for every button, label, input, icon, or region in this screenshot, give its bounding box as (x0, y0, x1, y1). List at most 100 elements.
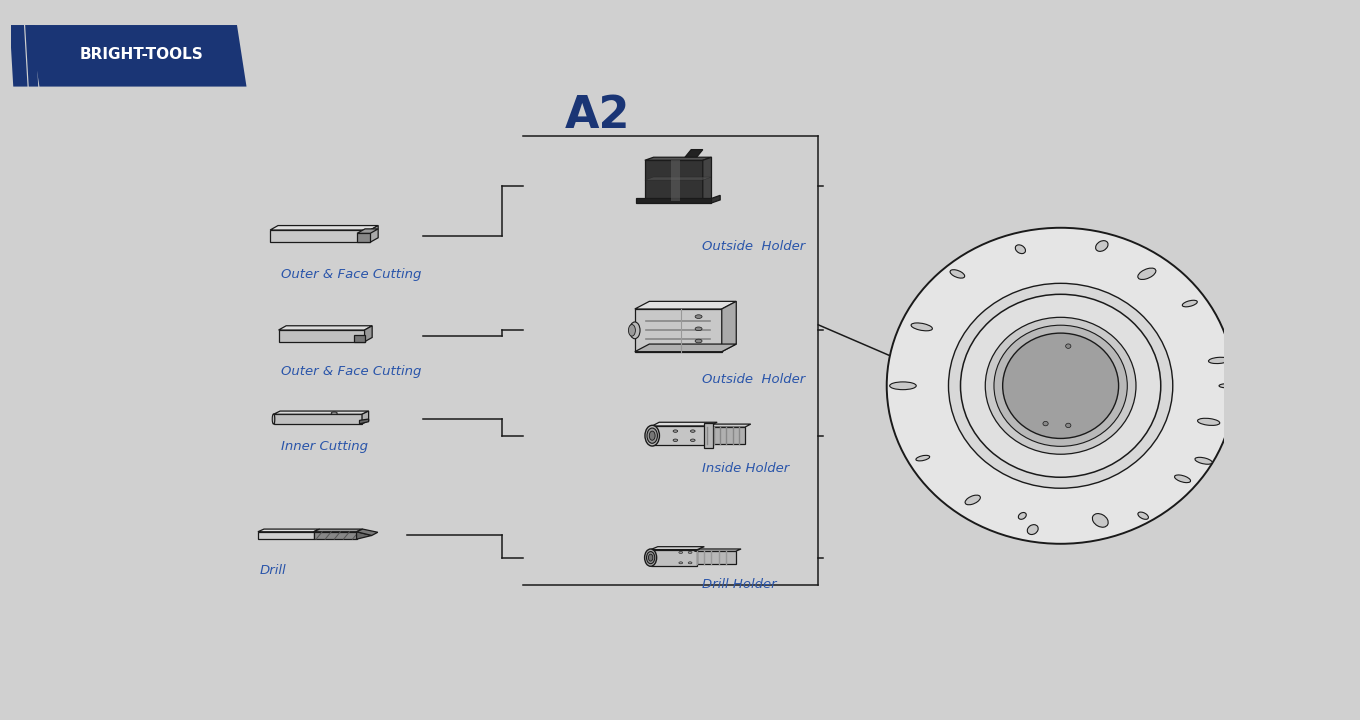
Polygon shape (695, 552, 736, 564)
Ellipse shape (673, 430, 677, 432)
Ellipse shape (889, 382, 917, 390)
Polygon shape (704, 427, 745, 444)
Ellipse shape (1198, 418, 1220, 426)
Polygon shape (650, 549, 698, 566)
Ellipse shape (688, 562, 692, 564)
Ellipse shape (1096, 240, 1108, 251)
Polygon shape (273, 414, 362, 424)
Polygon shape (30, 25, 246, 86)
Ellipse shape (985, 318, 1136, 454)
Ellipse shape (688, 552, 692, 554)
Ellipse shape (966, 495, 981, 505)
Ellipse shape (1138, 512, 1148, 519)
Polygon shape (683, 150, 703, 161)
Polygon shape (24, 25, 38, 86)
Ellipse shape (1209, 357, 1229, 364)
Ellipse shape (1195, 457, 1212, 464)
Ellipse shape (628, 325, 635, 336)
Ellipse shape (1175, 475, 1190, 482)
Polygon shape (356, 532, 371, 539)
Ellipse shape (994, 325, 1127, 446)
Polygon shape (314, 529, 363, 532)
Polygon shape (364, 325, 373, 342)
Polygon shape (653, 422, 717, 426)
Ellipse shape (948, 284, 1172, 488)
Ellipse shape (1027, 525, 1038, 534)
Ellipse shape (1016, 245, 1025, 253)
Polygon shape (273, 411, 369, 414)
Ellipse shape (1219, 384, 1232, 387)
Polygon shape (645, 161, 703, 202)
Ellipse shape (645, 549, 657, 567)
Ellipse shape (679, 552, 683, 554)
Text: Inside Holder: Inside Holder (702, 462, 790, 474)
Ellipse shape (646, 552, 654, 564)
Polygon shape (650, 546, 704, 549)
Ellipse shape (695, 315, 702, 318)
Ellipse shape (887, 228, 1235, 544)
Ellipse shape (1043, 421, 1049, 426)
Ellipse shape (645, 426, 660, 446)
Ellipse shape (1182, 300, 1197, 307)
Ellipse shape (911, 323, 933, 330)
Ellipse shape (1138, 268, 1156, 279)
Ellipse shape (332, 412, 337, 415)
Ellipse shape (630, 322, 641, 338)
Polygon shape (635, 302, 736, 309)
Polygon shape (645, 177, 711, 180)
Ellipse shape (915, 455, 930, 461)
Polygon shape (645, 157, 711, 161)
Text: Outer & Face Cutting: Outer & Face Cutting (280, 268, 422, 281)
Polygon shape (314, 532, 356, 539)
Polygon shape (279, 325, 373, 330)
Polygon shape (704, 424, 751, 427)
Polygon shape (370, 225, 378, 242)
Polygon shape (704, 423, 713, 448)
Ellipse shape (647, 428, 657, 444)
Polygon shape (355, 335, 364, 342)
Polygon shape (635, 309, 722, 351)
Polygon shape (362, 411, 369, 424)
Text: Inner Cutting: Inner Cutting (280, 439, 367, 453)
Text: Drill: Drill (260, 564, 286, 577)
Ellipse shape (1019, 513, 1027, 519)
Polygon shape (359, 419, 369, 424)
Polygon shape (636, 199, 711, 203)
Ellipse shape (695, 339, 702, 343)
Ellipse shape (673, 439, 677, 441)
Ellipse shape (1002, 333, 1119, 438)
Ellipse shape (272, 414, 275, 424)
Polygon shape (279, 330, 364, 342)
Text: BRIGHT-TOOLS: BRIGHT-TOOLS (80, 47, 204, 62)
Text: A2: A2 (566, 94, 631, 137)
Polygon shape (711, 195, 721, 203)
Ellipse shape (1066, 344, 1070, 348)
Polygon shape (670, 161, 680, 202)
Polygon shape (722, 302, 736, 351)
Polygon shape (695, 549, 741, 552)
Ellipse shape (691, 439, 695, 441)
Text: Outside  Holder: Outside Holder (702, 373, 805, 386)
Ellipse shape (691, 430, 695, 432)
Ellipse shape (649, 431, 656, 440)
Polygon shape (10, 25, 27, 86)
Ellipse shape (960, 294, 1161, 477)
Polygon shape (653, 426, 710, 446)
Polygon shape (358, 229, 378, 233)
Polygon shape (271, 230, 370, 242)
Polygon shape (358, 233, 370, 242)
Polygon shape (635, 344, 736, 351)
Polygon shape (703, 157, 711, 202)
Ellipse shape (1066, 423, 1070, 428)
Ellipse shape (679, 562, 683, 564)
Polygon shape (258, 532, 314, 539)
Text: Outside  Holder: Outside Holder (702, 240, 805, 253)
Polygon shape (271, 225, 378, 230)
Ellipse shape (951, 270, 964, 278)
Ellipse shape (1092, 513, 1108, 527)
Text: Outer & Face Cutting: Outer & Face Cutting (280, 365, 422, 378)
Polygon shape (258, 529, 320, 532)
Ellipse shape (695, 327, 702, 330)
Text: Drill Holder: Drill Holder (702, 578, 777, 591)
Ellipse shape (649, 554, 653, 561)
